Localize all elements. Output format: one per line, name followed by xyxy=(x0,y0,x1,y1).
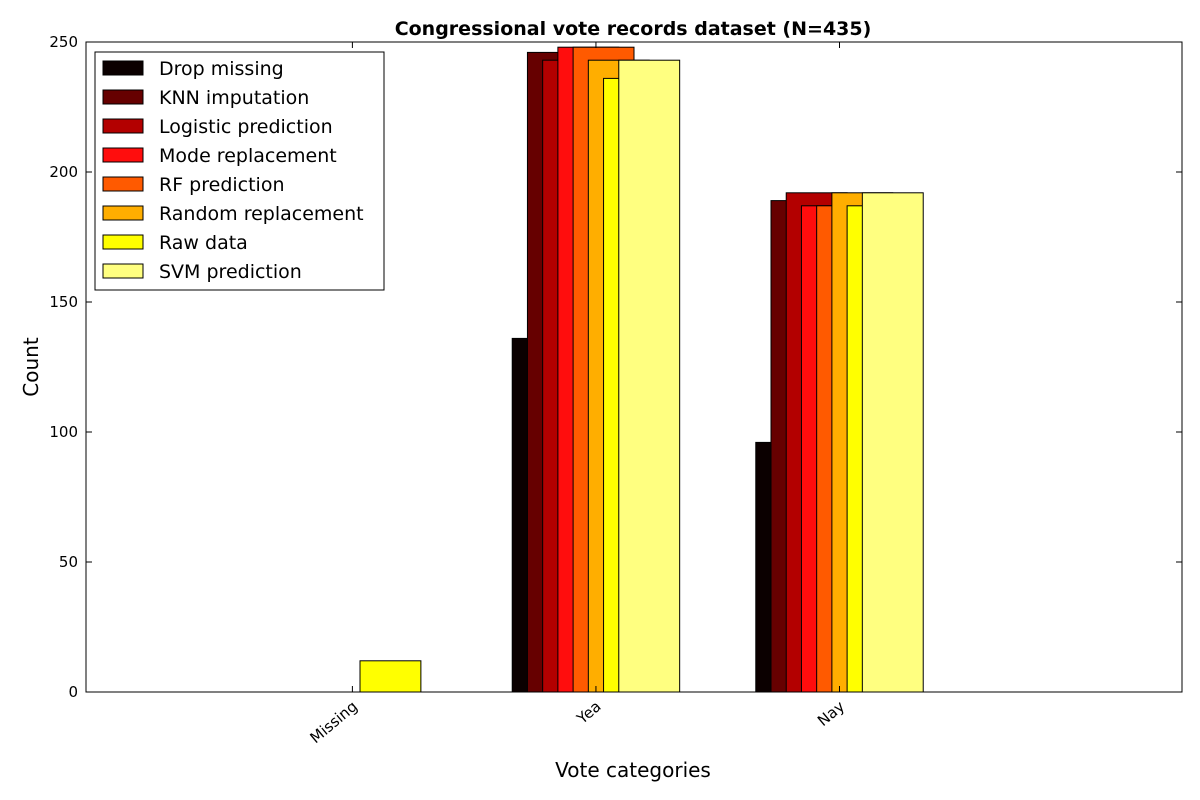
legend-swatch xyxy=(102,118,144,134)
bars-group xyxy=(359,46,924,693)
y-tick-label: 100 xyxy=(49,423,78,441)
legend-label: RF prediction xyxy=(159,174,285,196)
legend-label: Raw data xyxy=(159,232,248,254)
y-tick-label: 250 xyxy=(49,33,78,51)
legend-label: Drop missing xyxy=(159,58,284,80)
y-tick-label: 0 xyxy=(68,683,78,701)
y-tick-label: 50 xyxy=(59,553,78,571)
y-tick-label: 200 xyxy=(49,163,78,181)
y-axis-label: Count xyxy=(19,337,43,397)
y-tick-label: 150 xyxy=(49,293,78,311)
legend-swatch xyxy=(102,176,144,192)
x-tick-label: Missing xyxy=(307,697,361,747)
y-axis: 0 50 100 150 200 250 xyxy=(49,33,1182,701)
legend-label: SVM prediction xyxy=(159,261,302,283)
legend-swatch xyxy=(102,205,144,221)
bar-svm-prediction-nay xyxy=(861,192,924,693)
chart-title: Congressional vote records dataset (N=43… xyxy=(395,18,872,40)
legend-label: KNN imputation xyxy=(159,87,309,109)
bar-svm-prediction-yea xyxy=(618,59,681,693)
bar-raw-data-missing xyxy=(359,660,422,693)
legend-swatch xyxy=(102,263,144,279)
legend-swatch xyxy=(102,147,144,163)
legend-label: Logistic prediction xyxy=(159,116,333,138)
legend-swatch xyxy=(102,60,144,76)
legend-label: Mode replacement xyxy=(159,145,337,167)
legend-label: Random replacement xyxy=(159,203,364,225)
x-tick-label: Nay xyxy=(814,697,848,730)
plot-frame xyxy=(85,41,1183,693)
legend: Drop missing KNN imputation Logistic predi… xyxy=(94,51,385,291)
x-tick-label: Yea xyxy=(573,697,605,728)
legend-swatch xyxy=(102,234,144,250)
x-axis-label: Vote categories xyxy=(555,758,711,782)
legend-swatch xyxy=(102,89,144,105)
